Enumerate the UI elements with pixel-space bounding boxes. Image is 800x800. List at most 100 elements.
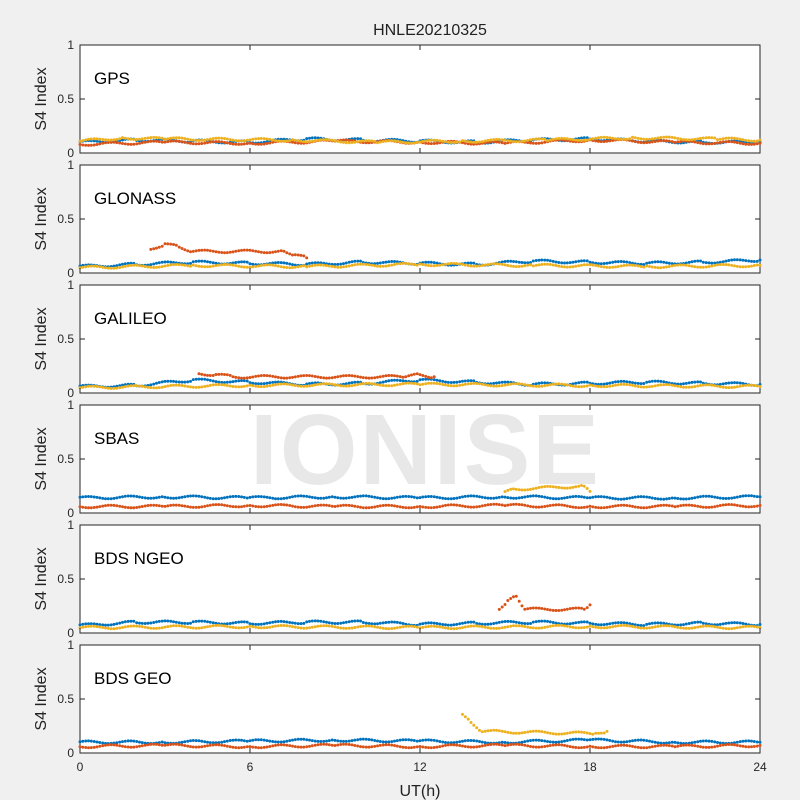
data-point: [517, 382, 521, 386]
data-point: [118, 495, 122, 499]
y-tick-label: 1: [67, 398, 74, 412]
data-point: [330, 504, 334, 508]
data-point: [582, 731, 586, 734]
data-point: [265, 384, 269, 388]
data-point: [597, 382, 600, 386]
data-point: [718, 137, 722, 141]
data-point: [404, 375, 408, 379]
data-point: [517, 260, 521, 264]
data-point: [752, 505, 756, 508]
data-point: [472, 723, 476, 727]
data-point: [563, 486, 566, 490]
data-point: [254, 265, 258, 268]
data-point: [432, 264, 436, 268]
data-point: [543, 485, 547, 489]
data-point: [376, 383, 379, 387]
data-point: [752, 264, 756, 267]
data-point: [662, 621, 666, 625]
data-point: [276, 743, 280, 747]
data-point: [242, 248, 246, 252]
data-point: [616, 621, 620, 625]
data-point: [710, 505, 714, 509]
data-point: [98, 496, 102, 500]
data-point: [673, 745, 677, 749]
data-point: [713, 745, 717, 749]
data-point: [293, 505, 297, 509]
data-point: [104, 626, 107, 630]
data-point: [427, 142, 430, 145]
data-point: [548, 263, 552, 266]
data-point: [670, 496, 674, 500]
data-point: [429, 746, 433, 750]
data-point: [245, 376, 249, 380]
data-point: [483, 625, 487, 629]
data-point: [101, 504, 105, 508]
data-point: [741, 504, 745, 508]
data-point: [444, 497, 447, 501]
data-point: [393, 263, 396, 266]
data-point: [506, 625, 510, 629]
data-point: [526, 625, 530, 629]
data-point: [412, 372, 416, 376]
data-point: [254, 142, 258, 146]
data-point: [696, 620, 700, 624]
data-point: [441, 496, 445, 500]
data-point: [733, 743, 736, 747]
data-point: [342, 138, 345, 142]
data-point: [659, 497, 663, 501]
data-point: [242, 139, 246, 143]
data-point: [129, 263, 133, 267]
data-point: [483, 743, 487, 747]
data-point: [330, 138, 334, 142]
data-point: [639, 506, 643, 510]
data-point: [693, 140, 697, 144]
data-point: [404, 381, 408, 385]
data-point: [265, 251, 269, 255]
data-point: [557, 623, 561, 627]
data-point: [302, 264, 306, 268]
data-point: [432, 378, 436, 382]
data-point: [500, 729, 504, 733]
data-point: [140, 496, 144, 499]
data-point: [514, 140, 518, 144]
data-point: [87, 624, 90, 628]
data-point: [370, 376, 374, 380]
data-point: [285, 261, 289, 265]
data-point: [262, 622, 266, 626]
data-point: [223, 383, 226, 387]
data-point: [619, 382, 623, 386]
data-point: [242, 379, 246, 383]
data-point: [724, 627, 728, 631]
data-point: [327, 495, 331, 499]
data-point: [378, 626, 382, 630]
data-point: [529, 261, 532, 264]
data-point: [585, 136, 589, 140]
data-point: [591, 622, 595, 626]
data-point: [410, 746, 413, 750]
data-point: [517, 599, 521, 603]
data-point: [115, 743, 119, 747]
data-point: [342, 739, 345, 743]
data-point: [716, 261, 719, 265]
data-point: [514, 382, 518, 386]
data-point: [438, 496, 442, 500]
data-point: [313, 619, 317, 623]
data-point: [616, 504, 620, 507]
data-point: [228, 495, 232, 499]
data-point: [410, 738, 413, 742]
data-point: [560, 486, 564, 490]
data-point: [713, 136, 717, 140]
data-point: [577, 620, 581, 624]
data-point: [407, 262, 411, 266]
data-point: [676, 504, 680, 508]
data-point: [733, 136, 736, 140]
data-point: [160, 385, 164, 389]
data-point: [622, 260, 626, 264]
data-point: [242, 265, 246, 269]
data-point: [534, 141, 538, 145]
data-point: [194, 494, 198, 498]
data-point: [299, 253, 303, 257]
data-point: [534, 626, 538, 630]
data-point: [203, 259, 207, 263]
data-point: [727, 743, 731, 746]
